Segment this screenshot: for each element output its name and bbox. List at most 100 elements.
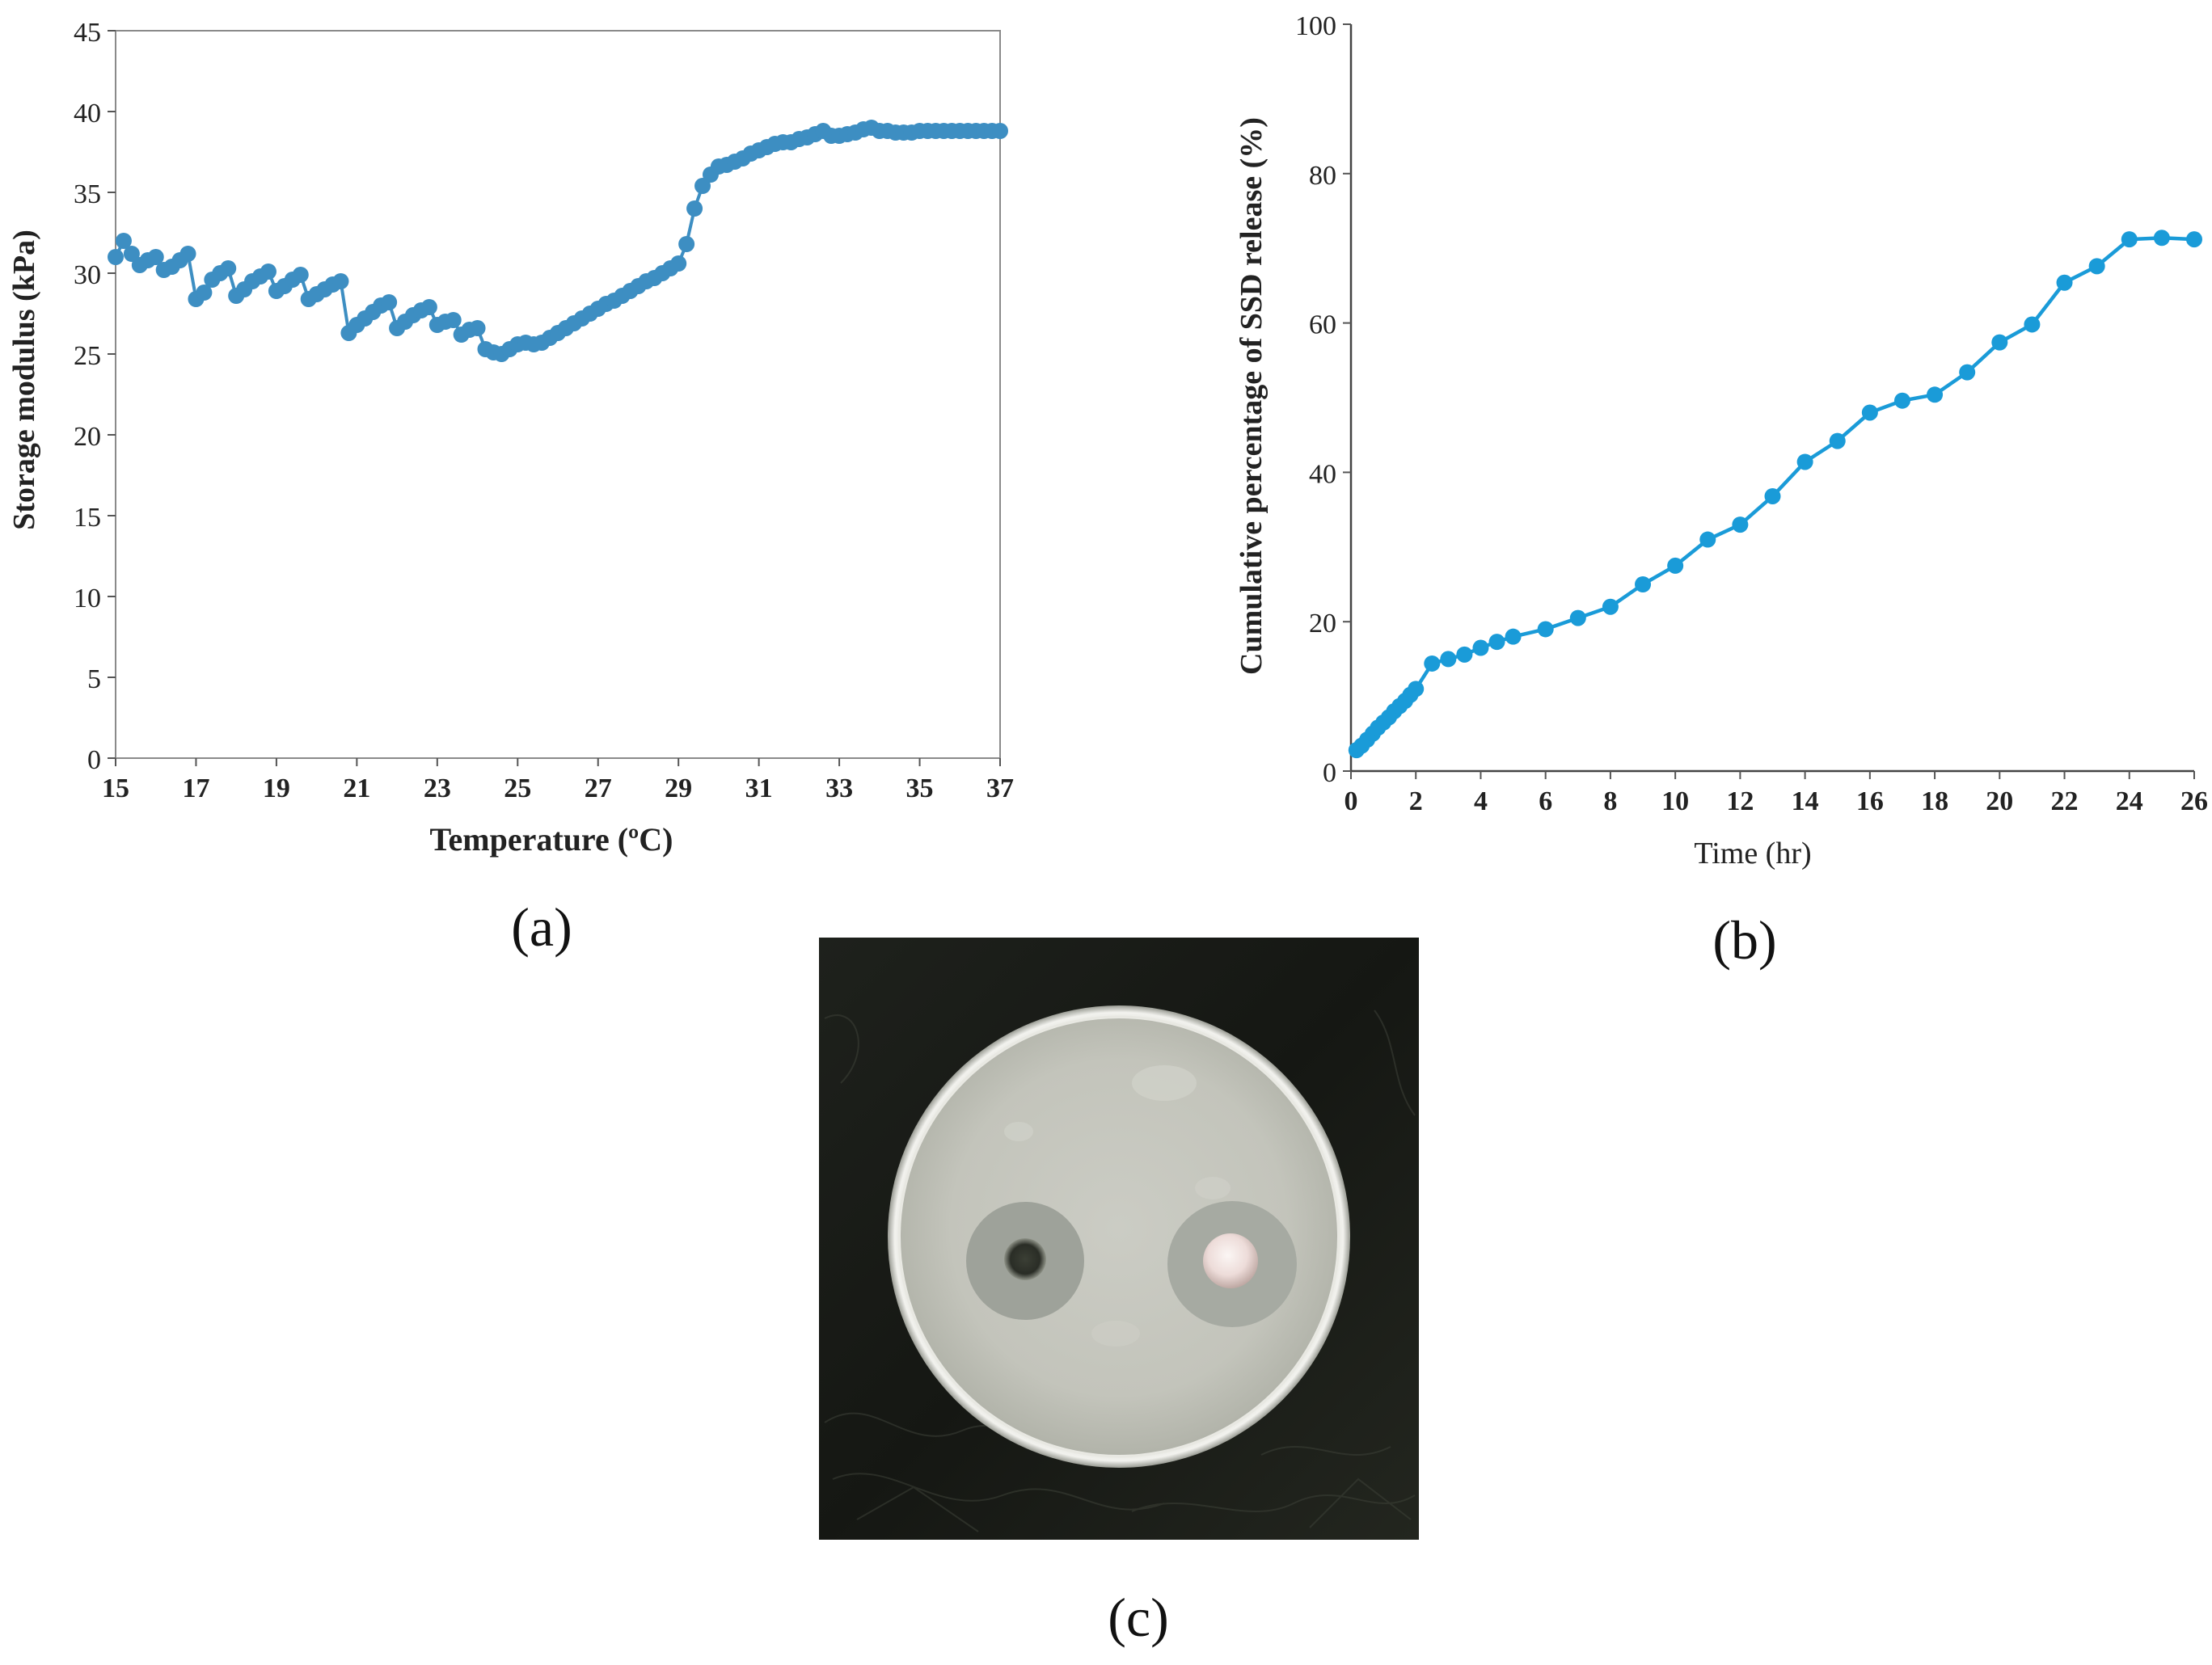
data-point [260,263,276,280]
data-point [1667,557,1684,574]
data-point [115,233,132,249]
data-point [1732,516,1749,533]
x-tick-label: 15 [102,773,129,803]
chart-a-y-tick-labels: 0 5 10 15 20 25 30 35 40 45 [74,18,101,775]
data-point [292,267,309,283]
x-tick-label: 16 [1856,786,1884,816]
x-tick-label: 19 [263,773,290,803]
series-line [114,125,1000,356]
data-point [1472,639,1489,656]
x-tick-label: 21 [343,773,370,803]
data-point [1861,404,1878,421]
plot-frame [115,30,1001,759]
y-tick-label: 40 [74,99,101,129]
data-point [1764,487,1781,504]
chart-a-axes [108,30,1001,766]
data-point [220,260,237,276]
y-tick-label: 45 [74,18,101,48]
panel-label-a: (a) [511,896,572,958]
x-tick-label: 31 [745,773,773,803]
x-tick-label: 27 [585,773,612,803]
sample-disc-right [1203,1233,1258,1288]
data-point [1829,432,1846,449]
x-tick-label: 26 [2180,786,2208,816]
data-point [678,236,695,252]
data-point [179,246,196,262]
data-point [1408,681,1425,698]
panel-label-c: (c) [1108,1587,1168,1648]
x-tick-label: 29 [665,773,692,803]
y-tick-label: 80 [1309,161,1336,191]
x-tick-label: 4 [1474,786,1488,816]
agar-smudge [1132,1065,1197,1101]
data-point [2153,230,2170,247]
data-point [1488,634,1505,651]
data-point [2024,316,2041,333]
chart-b-series [1348,230,2202,759]
data-point [2056,274,2073,291]
x-tick-label: 33 [825,773,853,803]
data-point [1569,609,1586,626]
y-tick-label: 30 [74,260,101,290]
data-point [2088,258,2105,275]
x-tick-label: 14 [1792,786,1819,816]
data-point [1537,621,1554,638]
y-tick-label: 25 [74,341,101,371]
y-tick-label: 5 [87,664,101,694]
x-tick-label: 6 [1539,786,1552,816]
data-point [445,312,462,328]
chart-a-x-tick-labels: 15 17 19 21 23 25 27 29 31 33 35 37 [102,773,1014,803]
data-point [1991,334,2008,351]
data-point [1505,628,1522,645]
x-tick-label: 20 [1986,786,2013,816]
petri-dish-inner-edge [897,1015,1340,1458]
x-tick-label: 17 [182,773,209,803]
data-point [670,255,687,272]
agar-smudge [1004,1122,1033,1141]
y-tick-label: 20 [1309,609,1336,639]
y-tick-label: 10 [74,584,101,613]
data-point [1796,453,1813,470]
x-tick-label: 18 [1921,786,1948,816]
data-point [420,299,437,315]
data-point [992,123,1008,139]
chart-a-y-axis-label: Storage modulus (kPa) [7,230,41,530]
agar-smudge [1195,1177,1231,1199]
y-tick-label: 0 [1323,758,1336,788]
panel-label-b: (b) [1712,909,1776,971]
data-point [1699,531,1716,548]
y-tick-label: 60 [1309,310,1336,340]
data-point [1440,651,1457,668]
sample-disc-left [1004,1238,1046,1280]
data-point [108,249,124,265]
data-point [1927,386,1944,403]
x-tick-label: 24 [2116,786,2143,816]
data-point [686,200,703,217]
y-tick-label: 40 [1309,459,1336,489]
data-point [694,178,711,194]
y-tick-label: 20 [74,422,101,452]
data-point [1602,598,1619,615]
data-point [469,320,486,336]
x-tick-label: 8 [1603,786,1617,816]
data-point [1456,646,1473,663]
y-tick-label: 0 [87,745,101,775]
chart-a-series [108,120,1008,362]
chart-a-x-axis-label: Temperature (ºC) [430,821,673,858]
data-point [1959,364,1976,381]
x-tick-label: 25 [504,773,531,803]
chart-b-axes [1343,23,2195,779]
y-tick-label: 100 [1295,11,1336,41]
petri-dish-photo [819,938,1419,1540]
chart-b-y-axis-label: Cumulative percentage of SSD release (%) [1235,117,1269,675]
chart-b-x-tick-labels: 0 2 4 6 8 10 12 14 16 18 20 22 24 26 [1345,786,2209,816]
x-tick-label: 12 [1726,786,1754,816]
chart-b-x-axis-label: Time (hr) [1694,837,1811,870]
x-tick-label: 0 [1345,786,1358,816]
y-tick-label: 35 [74,179,101,209]
x-tick-label: 35 [906,773,934,803]
agar-smudge [1091,1321,1140,1347]
x-tick-label: 10 [1661,786,1689,816]
